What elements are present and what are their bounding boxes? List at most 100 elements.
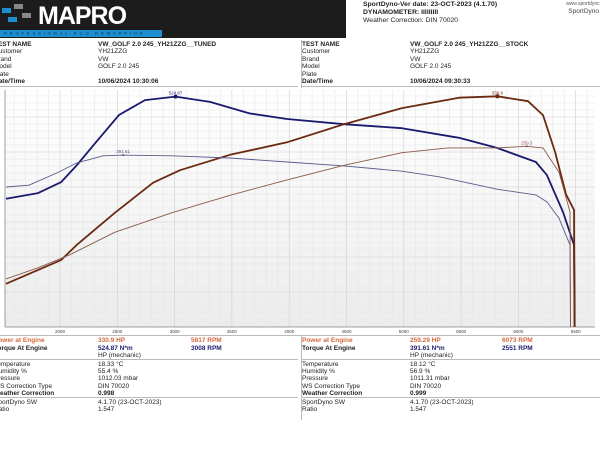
x-tick-label: 3500 (227, 329, 238, 334)
divider (0, 335, 600, 336)
sw-value: 4.1.70 (23-OCT-2023) (410, 399, 474, 406)
x-tick-label: 6500 (571, 329, 582, 334)
sw-label: Ratio (302, 406, 318, 414)
info-label: Date/Time (302, 78, 333, 85)
power-value: 259.29 HP (410, 337, 441, 344)
sw-value: 1.547 (98, 406, 115, 414)
info-label: Plate (302, 70, 317, 78)
peak-label: 330.9 (492, 90, 504, 95)
logo-banner: MAPRO PROFESSIONAL ECU REMAPPING (0, 0, 346, 38)
divider (302, 359, 600, 360)
power-rpm: 6073 RPM (502, 337, 533, 344)
website-text: www.sportdync (566, 1, 600, 7)
version-text: SportDyno-Ver date: 23-OCT-2023 (4.1.70) (363, 1, 498, 8)
peak-marker (122, 154, 125, 157)
info-value: VW (410, 55, 421, 63)
flag-icon (8, 17, 17, 22)
info-value: GOLF 2.0 245 (410, 63, 452, 71)
env-value: 0.999 (410, 389, 427, 397)
env-value: 1012.03 mbar (98, 375, 139, 383)
x-tick-label: 6000 (513, 329, 524, 334)
info-value: VW_GOLF 2.0 245_YH21ZZG__STOCK (410, 41, 529, 48)
peak-label: 259.3 (521, 140, 533, 145)
info-value: VW (98, 55, 109, 63)
sw-label: SportDyno SW (0, 399, 37, 406)
info-label: Brand (0, 55, 12, 63)
info-value: YH21ZZG (410, 48, 440, 56)
env-label: WS Correction Type (302, 382, 361, 390)
torque-value: 391.61 N*m (410, 345, 445, 352)
flag-icon (2, 8, 11, 13)
logo-tagline: PROFESSIONAL ECU REMAPPING (0, 30, 162, 37)
x-tick-label: 4000 (284, 329, 295, 334)
env-label: Humidity % (0, 368, 27, 376)
stock-torque-line (5, 154, 571, 328)
info-label: Date/Time (0, 78, 25, 85)
info-value: YH21ZZG (98, 48, 128, 56)
env-label: Weather Correction (0, 389, 55, 397)
sw-label: Ratio (0, 406, 10, 414)
x-tick-label: 5500 (456, 329, 467, 334)
divider (0, 86, 298, 87)
power-rpm: 5817 RPM (191, 337, 222, 344)
torque-rpm: 3008 RPM (191, 345, 222, 352)
env-label: WS Correction Type (0, 382, 53, 390)
info-label: TEST NAME (0, 41, 32, 48)
peak-marker (495, 94, 500, 99)
env-value: 1011.31 mbar (410, 375, 450, 383)
env-label: Temperature (302, 361, 339, 368)
info-value: 10/06/2024 09:30:33 (410, 78, 471, 85)
power-label: Power at Engine (0, 337, 45, 344)
sw-value: 1.547 (410, 406, 427, 414)
x-tick-label: 3000 (170, 329, 181, 334)
torque-label: Torque At Engine (302, 345, 356, 352)
info-label: Plate (0, 70, 9, 78)
dyno-chart: 2000 2500 3000 3500 4000 4500 5000 5500 6000 6500… (4, 90, 595, 334)
x-tick-label: 2500 (112, 329, 123, 334)
tuned-power-line (5, 95, 576, 328)
env-value: DIN 70020 (410, 382, 442, 390)
env-value: DIN 70020 (98, 382, 130, 390)
x-tick-label: 5000 (399, 329, 410, 334)
env-label: Weather Correction (302, 389, 363, 397)
dynamometer-text: DYNAMOMETER: IIIIIIIII (363, 9, 439, 16)
sw-value: 4.1.70 (23-OCT-2023) (98, 399, 162, 406)
info-label: Customer (302, 48, 331, 56)
logo: MAPRO (38, 2, 127, 30)
info-label: Model (0, 63, 12, 71)
env-label: Pressure (302, 375, 329, 383)
env-value: 18.12 °C (410, 361, 436, 368)
torque-label: Torque At Engine (0, 345, 48, 352)
power-value: 330.9 HP (98, 337, 126, 344)
measure-mode: HP (mechanic) (98, 352, 141, 359)
weather-text: Weather Correction: DIN 70020 (363, 17, 459, 24)
env-label: Humidity % (302, 368, 335, 376)
divider (0, 359, 298, 360)
x-tick-label: 4500 (341, 329, 352, 334)
divider (302, 397, 600, 398)
peak-label: 391.61 (116, 149, 130, 154)
measure-mode: HP (mechanic) (410, 352, 453, 359)
env-label: Pressure (0, 375, 21, 383)
env-value: 55.4 % (98, 368, 119, 376)
divider (0, 397, 298, 398)
env-value: 0.998 (98, 389, 115, 397)
env-value: 18.33 °C (98, 361, 124, 368)
info-value: VW_GOLF 2.0 245_YH21ZZG__TUNED (98, 41, 217, 48)
info-value: GOLF 2.0 245 (98, 63, 140, 71)
peak-label: 524.87 (169, 91, 183, 96)
peak-marker (525, 145, 528, 148)
info-label: Customer (0, 48, 23, 56)
brand-text: SportDyno (568, 8, 599, 15)
env-value: 56.9 % (410, 368, 431, 376)
sw-label: SportDyno SW (302, 399, 345, 406)
power-label: Power at Engine (302, 337, 353, 344)
info-label: Model (302, 63, 320, 71)
peak-marker (173, 94, 178, 99)
stock-power-line (5, 145, 571, 328)
flag-icon (22, 13, 31, 18)
x-tick-label: 2000 (55, 329, 66, 334)
info-label: TEST NAME (302, 41, 340, 48)
env-label: Temperature (0, 361, 31, 368)
flag-icon (14, 4, 23, 9)
